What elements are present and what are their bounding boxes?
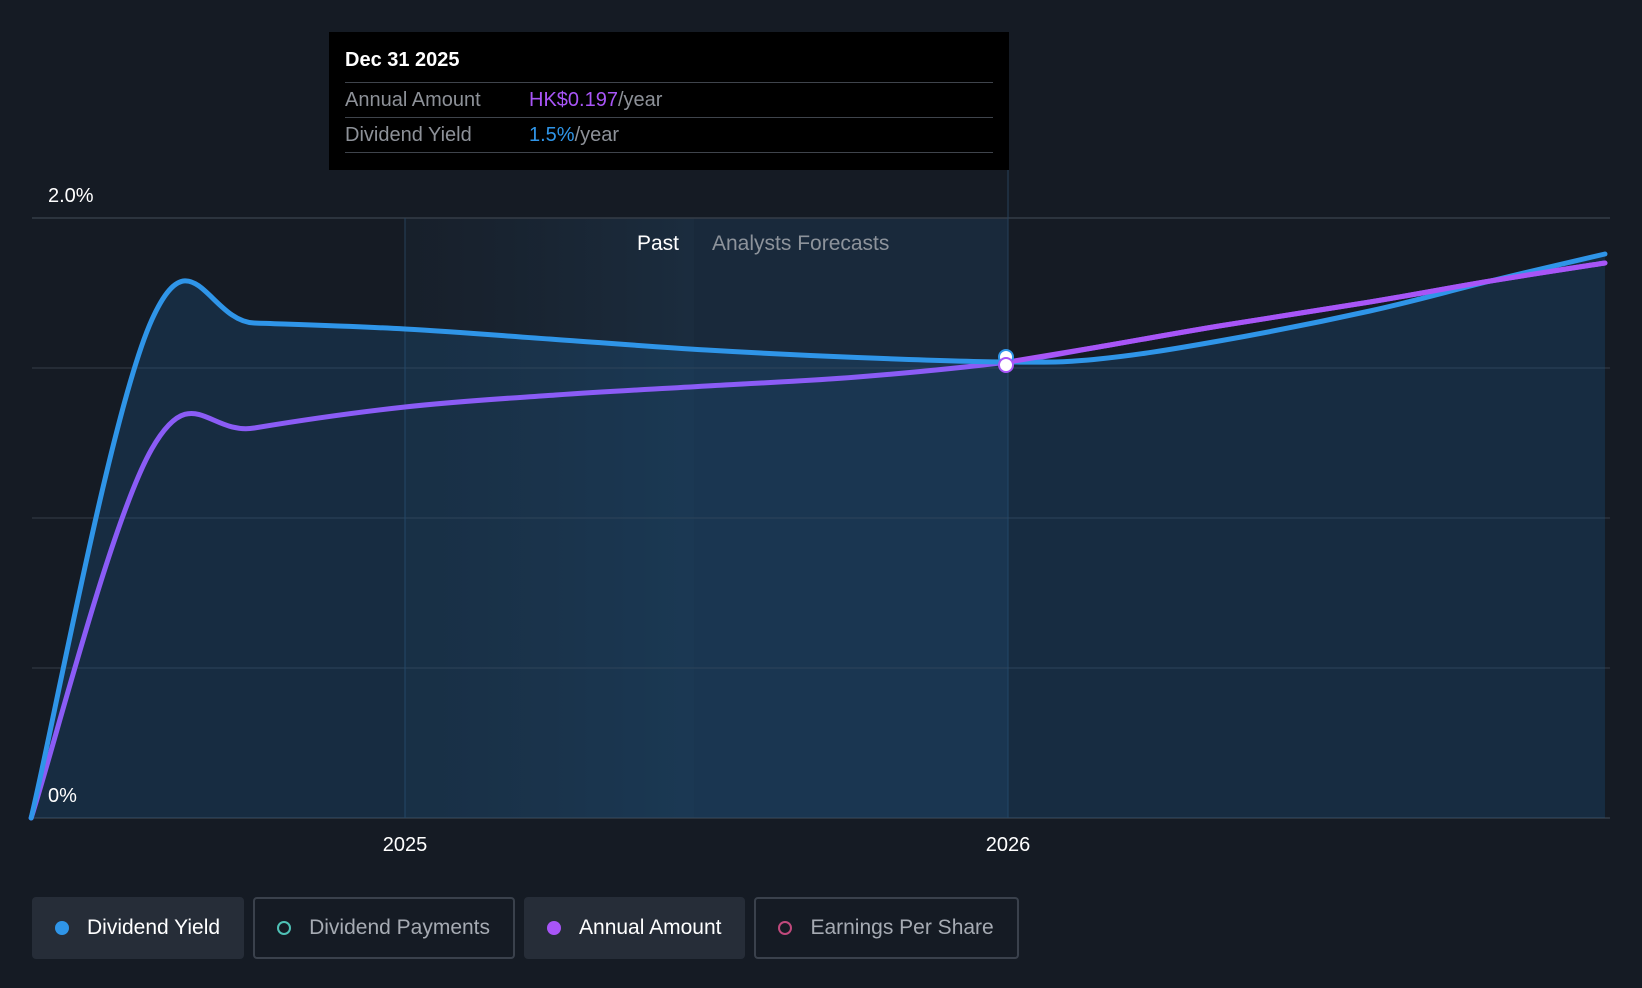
tooltip-row-label: Annual Amount <box>345 89 481 111</box>
tooltip-date: Dec 31 2025 <box>345 46 993 83</box>
chart-tooltip: Dec 31 2025 Annual Amount HK$0.197 /year… <box>329 32 1009 170</box>
legend-label: Earnings Per Share <box>810 916 994 939</box>
legend-earnings-per-share-button[interactable]: Earnings Per Share <box>754 897 1019 959</box>
legend-label: Dividend Payments <box>309 916 491 939</box>
annual-amount-forecast-line <box>1005 260 1608 365</box>
tooltip-row-value: 1.5% <box>529 124 575 146</box>
tooltip-row-suffix: /year <box>617 89 663 111</box>
dividend-payments-ring-icon <box>277 921 292 935</box>
earnings-per-share-ring-icon <box>778 921 793 935</box>
tooltip-row-value: HK$0.197 <box>529 89 618 111</box>
legend-label: Dividend Yield <box>87 916 221 939</box>
tooltip-row-dividend-yield: Dividend Yield 1.5% /year <box>345 118 993 153</box>
tooltip-row-suffix: /year <box>574 124 620 146</box>
dividend-yield-area <box>31 254 1605 818</box>
x-tick-label: 2026 <box>986 834 1031 856</box>
legend-label: Annual Amount <box>579 916 722 939</box>
legend-annual-amount-button[interactable]: Annual Amount <box>524 897 746 959</box>
chart-legend: Dividend Yield Dividend Payments Annual … <box>32 897 1019 959</box>
dividend-yield-dot-icon <box>55 921 69 935</box>
annual-amount-marker <box>998 357 1014 373</box>
x-tick-label: 2025 <box>383 834 428 856</box>
y-tick-label: 0% <box>48 785 77 807</box>
past-region-label: Past <box>637 232 679 255</box>
dividend-yield-line <box>28 251 1608 821</box>
forecast-region-label: Analysts Forecasts <box>712 232 889 255</box>
y-tick-label: 2.0% <box>48 185 94 207</box>
legend-dividend-yield-button[interactable]: Dividend Yield <box>32 897 245 959</box>
legend-dividend-payments-button[interactable]: Dividend Payments <box>253 897 516 959</box>
annual-amount-dot-icon <box>547 921 562 935</box>
tooltip-row-annual-amount: Annual Amount HK$0.197 /year <box>345 83 993 118</box>
tooltip-row-label: Dividend Yield <box>345 124 472 146</box>
